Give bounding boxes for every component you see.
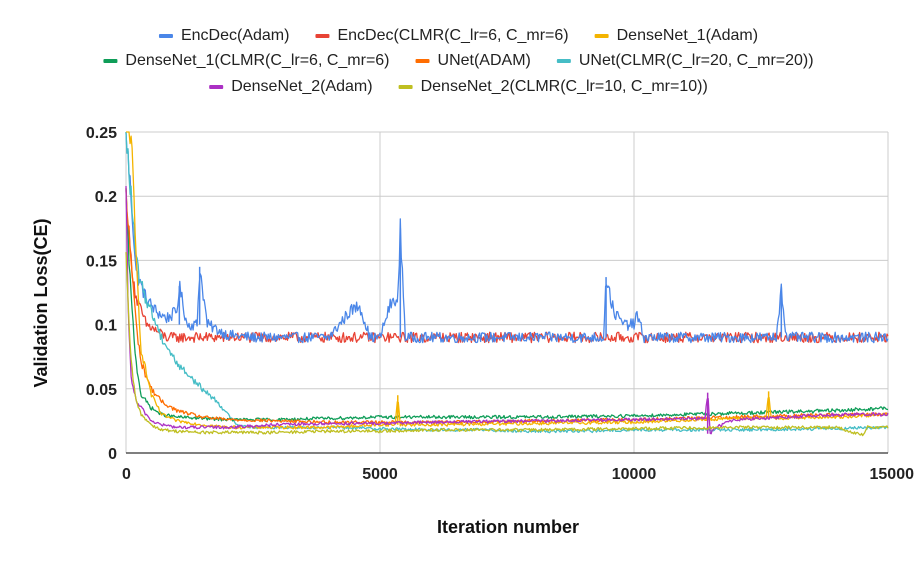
legend-swatch-densenet-2-adam	[209, 85, 224, 89]
series-line-densenet-2-adam	[125, 185, 889, 435]
y-axis-title: Validation Loss(CE)	[31, 218, 51, 387]
legend-label-unet-adam: UNet(ADAM)	[438, 52, 531, 69]
legend-label-densenet-2-clmr-c-lr-10-c-mr-10: DenseNet_2(CLMR(C_lr=10, C_mr=10))	[421, 78, 708, 95]
legend-swatch-densenet-2-clmr-c-lr-10-c-mr-10	[398, 85, 413, 89]
series-line-encdec-adam	[125, 131, 889, 344]
series-line-encdec-clmr-c-lr-6-c-mr-6	[125, 190, 889, 344]
legend-label-unet-clmr-c-lr-20-c-mr-20: UNet(CLMR(C_lr=20, C_mr=20))	[579, 52, 814, 69]
x-tick-label: 15000	[870, 466, 915, 483]
y-tick-label: 0.15	[86, 253, 117, 270]
y-tick-label: 0	[108, 446, 117, 463]
legend-swatch-unet-clmr-c-lr-20-c-mr-20	[556, 59, 571, 63]
legend-swatch-unet-adam	[415, 59, 430, 63]
legend-swatch-encdec-adam	[158, 34, 173, 38]
legend-label-encdec-clmr-c-lr-6-c-mr-6: EncDec(CLMR(C_lr=6, C_mr=6)	[337, 27, 568, 44]
legend-swatch-densenet-1-clmr-c-lr-6-c-mr-6	[103, 59, 118, 63]
legend-label-densenet-2-adam: DenseNet_2(Adam)	[231, 78, 372, 95]
grid-lines	[125, 131, 889, 454]
series-group	[125, 131, 889, 437]
y-tick-label: 0.1	[95, 318, 117, 335]
y-tick-label: 0.05	[86, 382, 117, 399]
series-line-densenet-2-clmr-c-lr-10-c-mr-10	[125, 252, 889, 437]
x-tick-label: 10000	[612, 466, 657, 483]
legend: EncDec(Adam) EncDec(CLMR(C_lr=6, C_mr=6) D…	[103, 27, 814, 95]
legend-label-densenet-1-clmr-c-lr-6-c-mr-6: DenseNet_1(CLMR(C_lr=6, C_mr=6)	[125, 52, 389, 69]
x-axis-title: Iteration number	[437, 517, 579, 537]
legend-label-encdec-adam: EncDec(Adam)	[181, 27, 289, 44]
legend-swatch-encdec-clmr-c-lr-6-c-mr-6	[315, 34, 330, 38]
legend-swatch-densenet-1-adam	[594, 34, 609, 38]
series-line-densenet-1-adam	[126, 131, 889, 430]
series-line-unet-clmr-c-lr-20-c-mr-20	[125, 131, 889, 434]
legend-label-densenet-1-adam: DenseNet_1(Adam)	[617, 27, 758, 44]
x-tick-label: 5000	[362, 466, 398, 483]
axes: 0 0.05 0.1 0.15 0.2 0.25 0 5000 10000 15000	[86, 125, 914, 483]
x-tick-label: 0	[122, 466, 131, 483]
y-tick-label: 0.25	[86, 125, 117, 142]
y-tick-label: 0.2	[95, 189, 117, 206]
series-line-densenet-1-clmr-c-lr-6-c-mr-6	[125, 188, 889, 422]
